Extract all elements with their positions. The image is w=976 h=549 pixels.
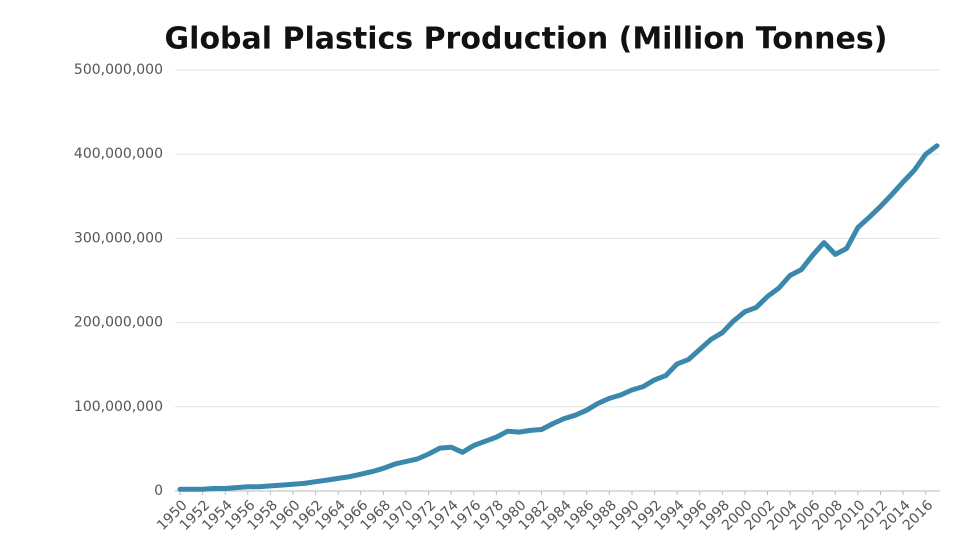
y-tick-label: 300,000,000 [74,230,163,246]
y-tick-label: 200,000,000 [74,315,163,331]
y-tick-label: 500,000,000 [74,62,163,78]
y-tick-label: 100,000,000 [74,399,163,415]
chart-title: Global Plastics Production (Million Tonn… [165,22,888,57]
y-tick-label: 0 [154,483,163,499]
y-tick-label: 400,000,000 [74,146,163,162]
data-line [177,143,940,492]
